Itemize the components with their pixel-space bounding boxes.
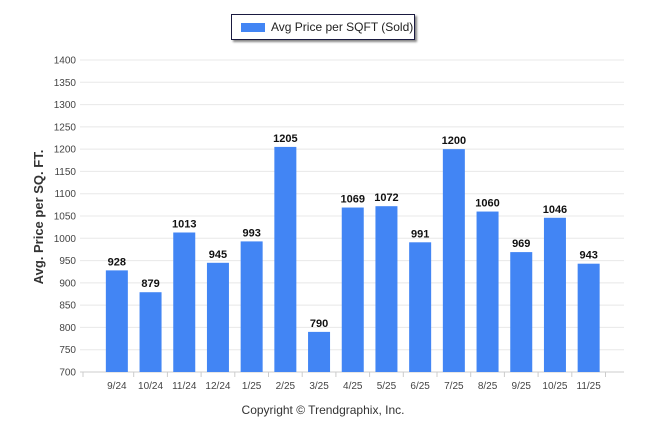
y-tick-label: 1100 (54, 189, 76, 200)
y-tick-label: 750 (59, 345, 76, 356)
bar (409, 242, 432, 372)
y-tick-label: 1050 (54, 212, 77, 223)
x-tick-label: 11/24 (172, 381, 197, 392)
y-tick-label: 1400 (54, 56, 77, 67)
x-tick-label: 6/25 (410, 381, 430, 392)
legend-label: Avg Price per SQFT (Sold) (271, 20, 414, 34)
bar (240, 241, 263, 372)
bar-value-label: 1013 (172, 218, 196, 230)
legend-swatch (241, 22, 265, 32)
bar-value-label: 1069 (341, 194, 365, 206)
bar (341, 207, 364, 372)
x-tick-label: 7/25 (444, 381, 464, 392)
y-tick-label: 1150 (54, 167, 76, 178)
x-tick-label: 8/25 (478, 381, 498, 392)
bar (274, 146, 297, 372)
y-tick-label: 950 (59, 256, 76, 267)
x-tick-label: 9/24 (107, 381, 127, 392)
x-tick-label: 2/25 (276, 381, 296, 392)
bar (543, 217, 566, 372)
y-tick-label: 800 (59, 323, 76, 334)
x-tick-label: 12/24 (205, 381, 230, 392)
y-tick-label: 1200 (54, 145, 77, 156)
y-tick-label: 1250 (54, 122, 77, 133)
x-tick-label: 10/25 (542, 381, 567, 392)
bar-value-label: 790 (310, 318, 328, 330)
x-tick-label: 3/25 (309, 381, 329, 392)
bar-value-label: 943 (579, 250, 597, 262)
x-tick-label: 9/25 (512, 381, 532, 392)
bar-value-label: 991 (411, 228, 429, 240)
bar (510, 252, 533, 372)
bar-value-label: 879 (141, 278, 159, 290)
y-tick-label: 900 (59, 278, 76, 289)
bar (476, 211, 499, 372)
bar-value-label: 1060 (475, 198, 499, 210)
y-axis-label: Avg. Price per SQ. FT. (31, 150, 46, 285)
bar-value-label: 1046 (543, 204, 567, 216)
x-tick-label: 1/25 (242, 381, 262, 392)
bar (173, 232, 196, 372)
copyright-footer: Copyright © Trendgraphix, Inc. (241, 403, 405, 417)
x-tick-label: 4/25 (343, 381, 363, 392)
x-tick-label: 5/25 (377, 381, 397, 392)
bar (139, 292, 162, 372)
bar (206, 262, 229, 372)
bar (577, 263, 600, 372)
y-tick-label: 1000 (54, 234, 77, 245)
bar-value-label: 1200 (442, 135, 466, 147)
bar-value-label: 969 (512, 238, 530, 250)
bar (105, 270, 128, 372)
bar (308, 331, 331, 372)
y-tick-label: 700 (59, 368, 76, 379)
y-tick-label: 1350 (54, 78, 77, 89)
x-tick-label: 11/25 (577, 381, 602, 392)
bar-value-label: 1072 (374, 192, 398, 204)
bar-value-label: 993 (242, 227, 260, 239)
bar-value-label: 928 (108, 256, 126, 268)
bar-value-label: 945 (209, 249, 227, 261)
y-tick-label: 1300 (54, 100, 77, 111)
legend: Avg Price per SQFT (Sold) (231, 14, 415, 40)
y-tick-label: 850 (59, 301, 76, 312)
bar-value-label: 1205 (273, 133, 297, 145)
bar (375, 206, 398, 372)
bar (442, 149, 465, 372)
x-tick-label: 10/24 (138, 381, 163, 392)
